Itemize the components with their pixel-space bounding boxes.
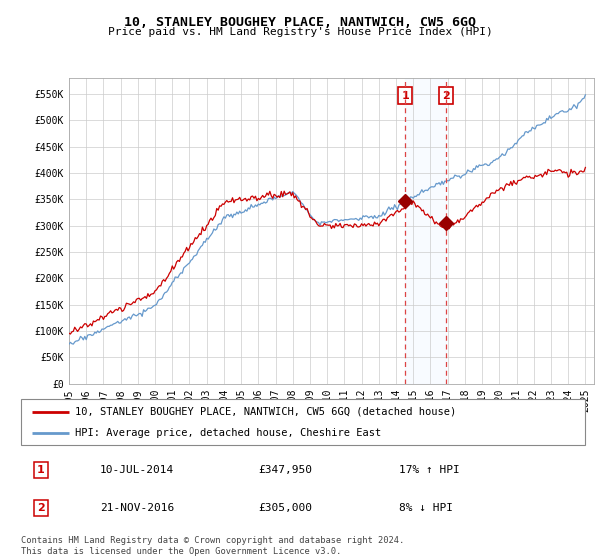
Text: 1: 1	[401, 91, 409, 101]
Text: 10, STANLEY BOUGHEY PLACE, NANTWICH, CW5 6GQ: 10, STANLEY BOUGHEY PLACE, NANTWICH, CW5…	[124, 16, 476, 29]
Text: Contains HM Land Registry data © Crown copyright and database right 2024.
This d: Contains HM Land Registry data © Crown c…	[21, 536, 404, 556]
Text: HPI: Average price, detached house, Cheshire East: HPI: Average price, detached house, Ches…	[74, 428, 381, 438]
Text: 21-NOV-2016: 21-NOV-2016	[100, 503, 174, 513]
Text: 10, STANLEY BOUGHEY PLACE, NANTWICH, CW5 6GQ (detached house): 10, STANLEY BOUGHEY PLACE, NANTWICH, CW5…	[74, 407, 456, 417]
Text: £347,950: £347,950	[258, 465, 312, 475]
Text: 1: 1	[37, 465, 44, 475]
Text: 2: 2	[442, 91, 450, 101]
FancyBboxPatch shape	[21, 399, 585, 445]
Text: Price paid vs. HM Land Registry's House Price Index (HPI): Price paid vs. HM Land Registry's House …	[107, 27, 493, 37]
Text: 8% ↓ HPI: 8% ↓ HPI	[399, 503, 453, 513]
Text: 10-JUL-2014: 10-JUL-2014	[100, 465, 174, 475]
Text: £305,000: £305,000	[258, 503, 312, 513]
Text: 17% ↑ HPI: 17% ↑ HPI	[399, 465, 460, 475]
Text: 2: 2	[37, 503, 44, 513]
Bar	[405, 78, 446, 384]
